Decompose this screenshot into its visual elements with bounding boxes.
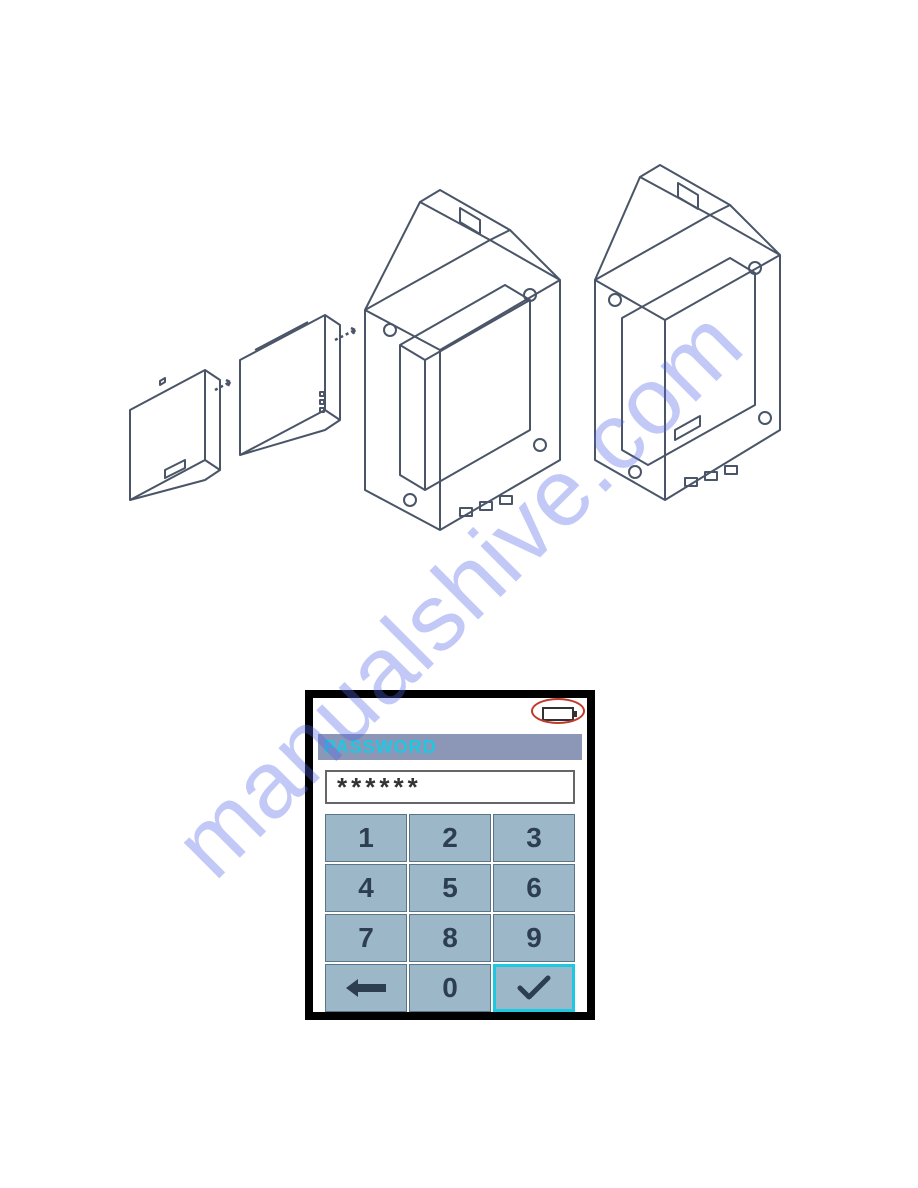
key-2[interactable]: 2 [409,814,491,862]
insert-arrow-icon [215,380,230,390]
keypad-grid: 1 2 3 4 5 6 7 8 9 0 [325,814,575,1012]
key-5[interactable]: 5 [409,864,491,912]
key-4[interactable]: 4 [325,864,407,912]
password-header-bar: PASSWORD [318,734,582,760]
key-1[interactable]: 1 [325,814,407,862]
battery-cover-part [130,370,220,500]
check-icon [516,974,552,1002]
battery-part [240,315,340,455]
device-body-closed [595,165,780,500]
key-3[interactable]: 3 [493,814,575,862]
device-body-open [365,190,560,530]
key-9[interactable]: 9 [493,914,575,962]
password-panel: PASSWORD ****** 1 2 3 4 5 6 7 8 9 0 [305,690,595,1020]
battery-status-icon [541,704,581,729]
key-6[interactable]: 6 [493,864,575,912]
battery-install-diagram [110,130,800,550]
highlight-circle-icon [531,698,585,724]
password-header-label: PASSWORD [318,737,437,757]
key-7[interactable]: 7 [325,914,407,962]
key-0[interactable]: 0 [409,964,491,1012]
password-input[interactable]: ****** [325,770,575,804]
arrow-left-icon [344,977,388,999]
insert-arrow-icon [335,328,355,340]
key-8[interactable]: 8 [409,914,491,962]
key-back[interactable] [325,964,407,1012]
key-ok[interactable] [493,964,575,1012]
